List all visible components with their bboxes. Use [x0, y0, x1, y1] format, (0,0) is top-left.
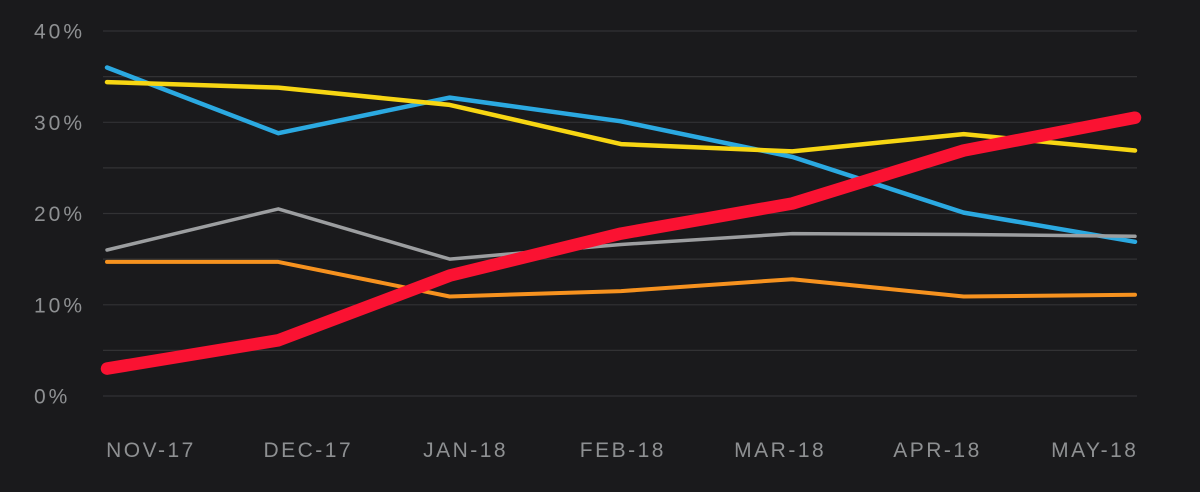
x-axis-tick-label: MAR-18: [734, 439, 826, 462]
x-axis-tick-label: NOV-17: [106, 439, 196, 462]
y-axis-tick-label: 0%: [34, 386, 70, 409]
x-axis-tick-label: APR-18: [893, 439, 982, 462]
series-line-gray: [105, 207, 1137, 261]
grid-lines: [103, 30, 1137, 397]
x-axis-tick-label: FEB-18: [580, 439, 666, 462]
series-line-yellow: [104, 79, 1138, 154]
x-axis-tick-label: MAY-18: [1051, 439, 1138, 462]
y-axis-tick-label: 40%: [34, 21, 85, 44]
series-line-blue: [104, 65, 1138, 245]
series-line-orange: [105, 259, 1137, 299]
x-axis-tick-label: DEC-17: [263, 439, 353, 462]
series-lines: [100, 65, 1142, 375]
x-axis-tick-label: JAN-18: [423, 439, 508, 462]
series-line-red: [100, 111, 1142, 375]
x-axis-labels: NOV-17 DEC-17 JAN-18 FEB-18 MAR-18 APR-18 MAY-…: [106, 439, 1138, 462]
y-axis-tick-label: 20%: [34, 203, 85, 226]
y-axis-labels: 0% 10% 20% 30% 40%: [34, 21, 85, 409]
y-axis-tick-label: 30%: [34, 112, 85, 135]
y-axis-tick-label: 10%: [34, 294, 85, 317]
